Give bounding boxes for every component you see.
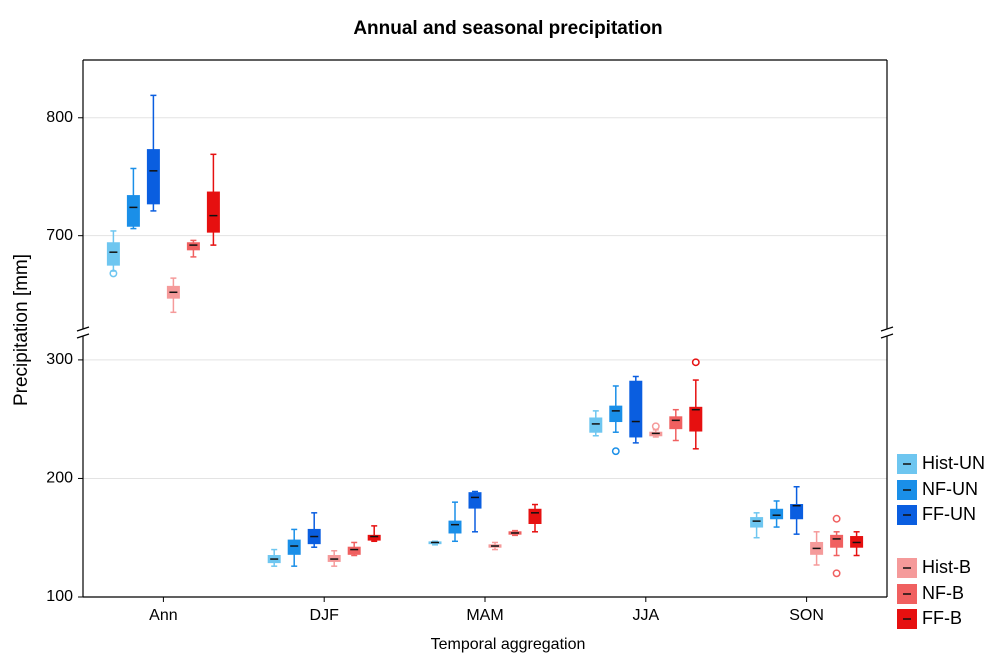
legend-label: FF-UN <box>922 504 976 524</box>
outlier <box>832 514 841 523</box>
box <box>287 539 301 555</box>
legend-label: NF-UN <box>922 479 978 499</box>
box <box>126 195 140 227</box>
box <box>468 492 482 509</box>
x-axis-title: Temporal aggregation <box>431 636 586 653</box>
box <box>347 546 361 555</box>
box <box>750 517 764 528</box>
x-tick-label: DJF <box>310 607 340 624</box>
y-tick-label: 300 <box>46 351 73 368</box>
y-tick-label: 700 <box>46 227 73 244</box>
outlier <box>832 569 841 578</box>
legend-label: Hist-UN <box>922 453 985 473</box>
box <box>589 417 603 433</box>
marks-layer <box>106 94 864 578</box>
box <box>629 380 643 438</box>
box <box>528 508 542 524</box>
y-tick-label: 800 <box>46 109 73 126</box>
box <box>367 534 381 541</box>
break-mark <box>76 326 90 332</box>
chart-title: Annual and seasonal precipitation <box>353 18 662 39</box>
outlier <box>109 269 118 278</box>
break-mark <box>76 333 90 339</box>
box <box>448 520 462 534</box>
x-tick-label: JJA <box>632 607 659 624</box>
box <box>106 242 120 266</box>
box <box>669 416 683 430</box>
legend: Hist-UN NF-UN FF-UN Hist-B NF-B FF-B <box>897 453 985 629</box>
legend-label: Hist-B <box>922 557 971 577</box>
legend-label: FF-B <box>922 608 962 628</box>
y-tick-label: 100 <box>46 588 73 605</box>
box <box>609 405 623 423</box>
y-tick-label: 200 <box>46 470 73 487</box>
box <box>689 406 703 432</box>
x-tick-label: SON <box>789 607 824 624</box>
frame <box>76 59 894 598</box>
outlier <box>611 447 620 456</box>
outlier <box>651 422 660 431</box>
x-tick-label: Ann <box>149 607 177 624</box>
break-mark <box>880 326 894 332</box>
box <box>186 242 200 251</box>
legend-label: NF-B <box>922 583 964 603</box>
grid-layer: 100 200 300 700 800 Ann DJF MAM JJA SON <box>46 109 887 624</box>
outlier <box>691 358 700 367</box>
y-axis-title: Precipitation [mm] <box>11 254 32 406</box>
box <box>830 534 844 548</box>
break-mark <box>880 333 894 339</box>
x-tick-label: MAM <box>466 607 503 624</box>
box <box>770 508 784 520</box>
box <box>790 504 804 520</box>
box <box>206 191 220 233</box>
box <box>146 149 160 205</box>
